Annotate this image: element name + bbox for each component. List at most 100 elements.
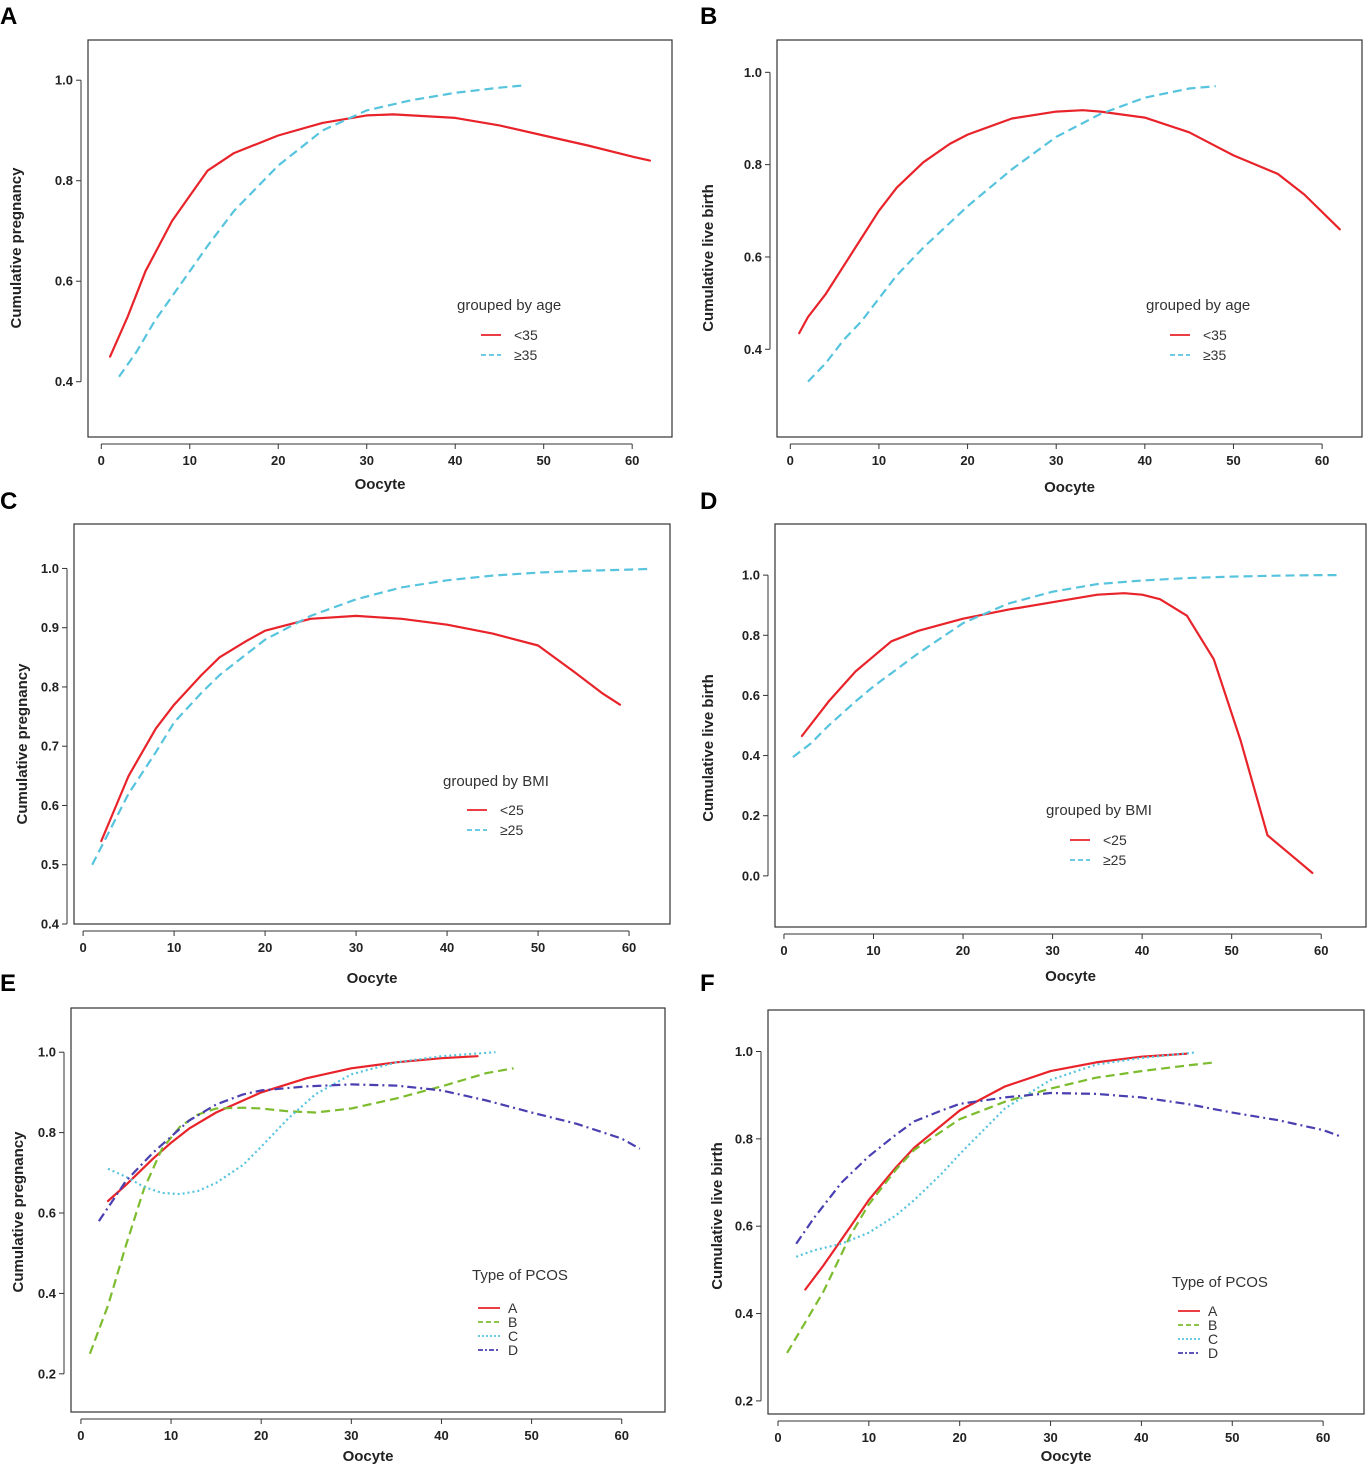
y-tick-label: 1.0: [41, 561, 59, 576]
legend-title: Type of PCOS: [1172, 1274, 1268, 1291]
x-tick-label: 10: [866, 943, 880, 958]
y-tick-label: 0.4: [38, 1286, 57, 1301]
legend-label: C: [508, 1328, 518, 1344]
x-tick-label: 60: [1314, 943, 1328, 958]
x-tick-label: 50: [524, 1428, 538, 1443]
x-axis-title: Oocyte: [1045, 968, 1096, 985]
y-axis-title: Cumulative live birth: [700, 674, 717, 822]
plot-frame: [776, 39, 1363, 438]
series-line-over-35: [807, 85, 1216, 383]
series-line-over-35: [118, 84, 527, 378]
x-tick-label: 60: [615, 1428, 629, 1443]
y-tick-label: 1.0: [38, 1045, 56, 1060]
legend: grouped by age <35 ≥35: [457, 297, 561, 363]
y-tick-label: 0.4: [55, 374, 74, 389]
x-tick-label: 30: [359, 453, 373, 468]
legend-label: C: [1208, 1331, 1218, 1347]
x-tick-label: 20: [956, 943, 970, 958]
legend-label: B: [508, 1314, 517, 1330]
x-tick-label: 20: [271, 453, 285, 468]
legend-title: grouped by age: [457, 297, 561, 314]
plot-frame: [767, 1009, 1365, 1415]
y-axis-title: Cumulative live birth: [709, 1142, 726, 1290]
x-tick-label: 50: [536, 453, 550, 468]
chart-panel-e: E 0 10 20 30 40 50 60 0.2 0.4 0.6 0.8 1.0 Oocyte Cumul…: [0, 970, 666, 1465]
chart-panel-b: B 0 10 20 30 40 50 60 0.4 0.6 0.8 1.0 Oocyte Cumulati…: [700, 3, 1363, 496]
x-tick-label: 60: [1316, 1430, 1330, 1445]
legend-label: ≥35: [1203, 347, 1226, 363]
chart-panel-a: A 0 10 20 30 40 50 60 0.4 0.6 0.8 1.0 Oocyte Cumulati…: [0, 3, 673, 493]
x-tick-label: 30: [349, 940, 363, 955]
x-tick-label: 30: [1045, 943, 1059, 958]
x-tick-label: 30: [1049, 453, 1063, 468]
panel-letter: D: [700, 488, 717, 515]
x-tick-label: 50: [1226, 453, 1240, 468]
legend-label: D: [1208, 1345, 1218, 1361]
y-tick-label: 0.2: [742, 808, 760, 823]
x-tick-label: 40: [1134, 1430, 1148, 1445]
panel-letter: B: [700, 3, 717, 30]
y-tick-label: 0.8: [38, 1125, 56, 1140]
plot-frame: [774, 523, 1367, 928]
x-tick-label: 0: [774, 1430, 781, 1445]
y-tick-label: 0.4: [742, 748, 761, 763]
y-tick-label: 0.2: [38, 1366, 56, 1381]
x-tick-label: 30: [1043, 1430, 1057, 1445]
x-axis-title: Oocyte: [355, 476, 406, 493]
y-tick-label: 0.8: [41, 679, 59, 694]
x-tick-label: 10: [167, 940, 181, 955]
x-tick-label: 10: [872, 453, 886, 468]
x-tick-label: 20: [254, 1428, 268, 1443]
y-tick-label: 0.0: [742, 868, 760, 883]
series-line-under-35: [798, 109, 1341, 335]
x-tick-label: 50: [1224, 943, 1238, 958]
x-tick-label: 40: [1138, 453, 1152, 468]
series-line-under-35: [109, 113, 651, 358]
legend-label: <25: [1103, 832, 1127, 848]
legend-label: ≥35: [514, 347, 537, 363]
plot-frame: [87, 39, 673, 438]
x-tick-label: 0: [79, 940, 86, 955]
y-tick-label: 0.2: [735, 1393, 753, 1408]
x-axis-title: Oocyte: [343, 1448, 394, 1465]
plot-frame: [70, 1007, 666, 1413]
series-line-c: [795, 1051, 1197, 1258]
legend-label: ≥25: [1103, 852, 1126, 868]
x-tick-label: 60: [1315, 453, 1329, 468]
series-line-under-25: [800, 592, 1314, 874]
x-tick-label: 20: [960, 453, 974, 468]
y-tick-label: 0.5: [41, 857, 59, 872]
x-axis-title: Oocyte: [1041, 1448, 1092, 1465]
x-tick-label: 40: [448, 453, 462, 468]
y-tick-label: 0.8: [735, 1131, 753, 1146]
x-axis-title: Oocyte: [1044, 479, 1095, 496]
series-line-over-25: [792, 574, 1340, 758]
series-line-d: [97, 1083, 641, 1222]
x-tick-label: 50: [531, 940, 545, 955]
x-tick-label: 0: [787, 453, 794, 468]
y-tick-label: 0.6: [742, 688, 760, 703]
legend-title: grouped by BMI: [1046, 802, 1152, 819]
series-line-a: [106, 1055, 479, 1203]
legend: grouped by BMI <25 ≥25: [443, 773, 549, 838]
y-tick-label: 1.0: [735, 1044, 753, 1059]
x-tick-label: 0: [77, 1428, 84, 1443]
y-tick-label: 1.0: [744, 65, 762, 80]
legend-label: <35: [1203, 327, 1227, 343]
y-tick-label: 0.7: [41, 739, 59, 754]
legend-label: A: [1208, 1303, 1218, 1319]
legend-title: grouped by BMI: [443, 773, 549, 790]
y-tick-label: 0.6: [744, 249, 762, 264]
x-tick-label: 40: [1135, 943, 1149, 958]
x-tick-label: 60: [625, 453, 639, 468]
y-axis-title: Cumulative live birth: [700, 184, 717, 332]
chart-panel-f: F 0 10 20 30 40 50 60 0.2 0.4 0.6 0.8 1.0 Oocyte Cumul…: [700, 970, 1365, 1465]
series-line-c: [107, 1051, 496, 1196]
y-tick-label: 0.6: [38, 1206, 56, 1221]
y-tick-label: 0.8: [744, 157, 762, 172]
x-tick-label: 20: [258, 940, 272, 955]
x-tick-label: 40: [440, 940, 454, 955]
